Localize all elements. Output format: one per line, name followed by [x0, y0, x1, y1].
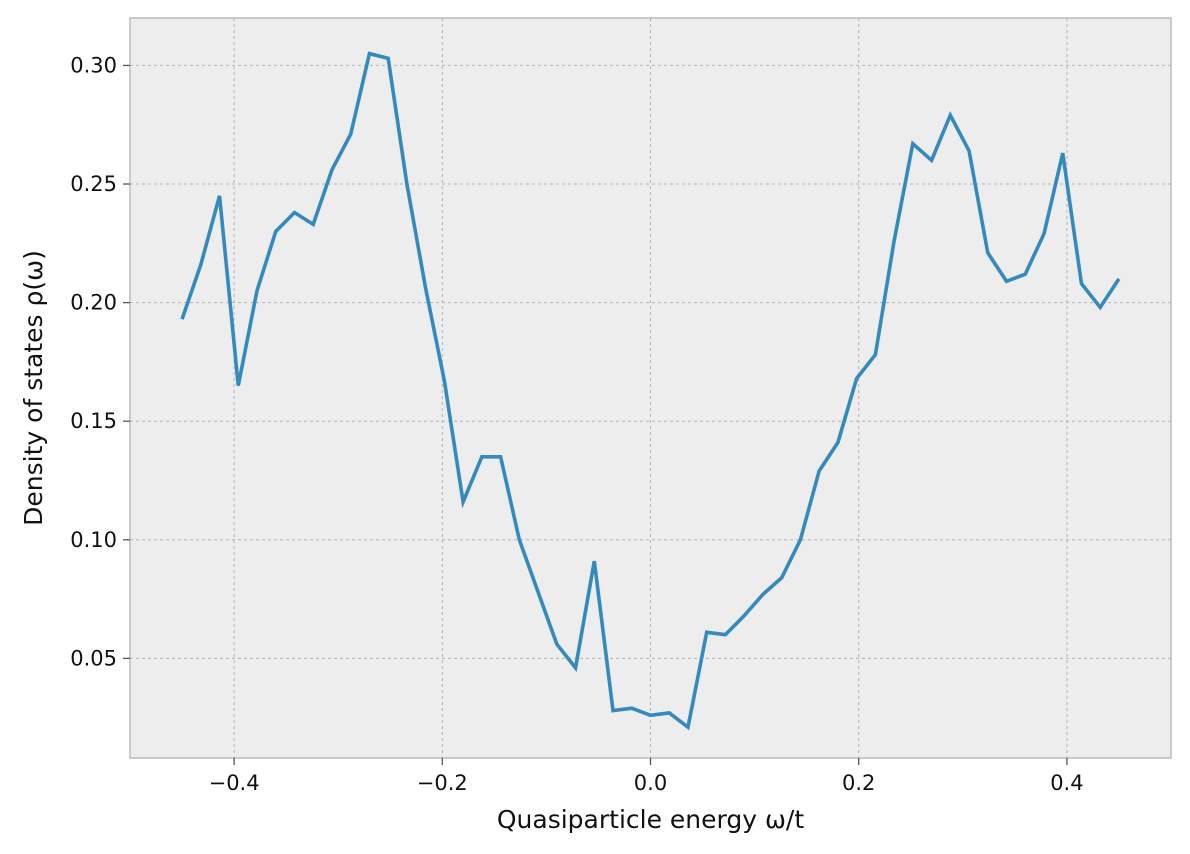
- y-tick-label: 0.20: [70, 291, 117, 315]
- series-layer: [180, 51, 1121, 731]
- y-tick-label: 0.10: [70, 528, 117, 552]
- y-tick-label: 0.05: [70, 646, 117, 670]
- plot-area: [130, 18, 1171, 758]
- x-tick-label: 0.2: [842, 771, 875, 795]
- x-tick-label: 0.0: [634, 771, 667, 795]
- series-line-0: [180, 51, 1121, 731]
- y-tick-label: 0.25: [70, 172, 117, 196]
- y-tick-label: 0.15: [70, 409, 117, 433]
- x-tick-label: −0.4: [209, 771, 260, 795]
- x-tick-label: −0.2: [417, 771, 468, 795]
- y-tick-label: 0.30: [70, 53, 117, 77]
- ticks: −0.4 −0.2 0.0 0.2 0.4 0.05 0.10 0.15 0.20 0.25 0.3…: [70, 53, 1083, 795]
- x-tick-label: 0.4: [1050, 771, 1083, 795]
- y-axis-label: Density of states ρ(ω): [19, 250, 48, 526]
- x-axis-label: Quasiparticle energy ω/t: [497, 805, 804, 834]
